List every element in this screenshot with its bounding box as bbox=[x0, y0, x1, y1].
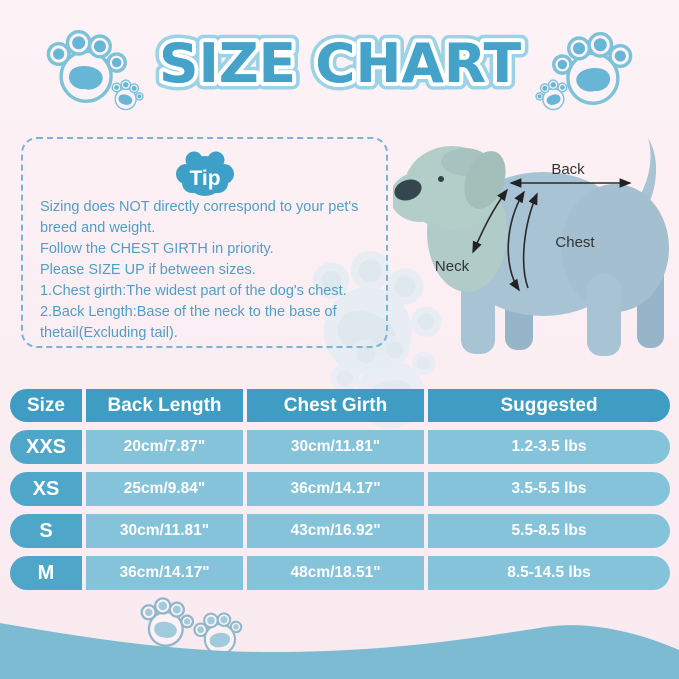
back-length-cell: 36cm/14.17" bbox=[86, 556, 243, 590]
tip-line: 2.Back Length:Base of the neck to the ba… bbox=[40, 304, 337, 341]
suggested-cell: 3.5-5.5 lbs bbox=[428, 472, 670, 506]
table-row-s: S 30cm/11.81" 43cm/16.92" 5.5-8.5 lbs bbox=[10, 514, 670, 548]
tip-box: Tip Sizing does NOT directly correspond … bbox=[21, 137, 388, 348]
tip-line: Please SIZE UP if between sizes. bbox=[40, 262, 256, 278]
svg-text:SIZE CHART: SIZE CHART bbox=[159, 32, 521, 95]
tip-line: Sizing does NOT directly correspond to y… bbox=[40, 199, 359, 236]
suggested-cell: 5.5-8.5 lbs bbox=[428, 514, 670, 548]
chest-girth-cell: 43cm/16.92" bbox=[247, 514, 424, 548]
chest-girth-cell: 48cm/18.51" bbox=[247, 556, 424, 590]
tip-cloud-badge: Tip bbox=[175, 151, 234, 196]
header-back-length: Back Length bbox=[86, 389, 243, 422]
neck-girth-curve bbox=[472, 188, 508, 254]
size-table: Size Back Length Chest Girth Suggested X… bbox=[10, 389, 670, 598]
chest-girth-curve bbox=[507, 190, 525, 292]
dog-eye bbox=[438, 176, 444, 182]
header-chest-girth: Chest Girth bbox=[247, 389, 424, 422]
neck-label: Neck bbox=[434, 258, 470, 275]
page-title-text: SIZE CHART bbox=[159, 32, 521, 95]
dog-nose bbox=[394, 179, 422, 201]
size-cell: M bbox=[10, 556, 82, 590]
header-size: Size bbox=[10, 389, 82, 422]
wave-decoration bbox=[0, 623, 679, 679]
table-header-row: Size Back Length Chest Girth Suggested bbox=[10, 389, 670, 422]
tip-line: 1.Chest girth:The widest part of the dog… bbox=[40, 283, 347, 299]
suggested-cell: 8.5-14.5 lbs bbox=[428, 556, 670, 590]
svg-text:SIZE CHART: SIZE CHART bbox=[159, 32, 521, 95]
chest-label: Chest bbox=[555, 234, 595, 251]
tip-label: Tip bbox=[189, 167, 220, 190]
back-length-cell: 20cm/7.87" bbox=[86, 430, 243, 464]
table-row-xxs: XXS 20cm/7.87" 30cm/11.81" 1.2-3.5 lbs bbox=[10, 430, 670, 464]
size-cell: XXS bbox=[10, 430, 82, 464]
back-length-cell: 25cm/9.84" bbox=[86, 472, 243, 506]
tip-line: Follow the CHEST GIRTH in priority. bbox=[40, 241, 274, 257]
back-length-cell: 30cm/11.81" bbox=[86, 514, 243, 548]
chest-girth-cell: 36cm/14.17" bbox=[247, 472, 424, 506]
tip-text: Sizing does NOT directly correspond to y… bbox=[40, 197, 380, 344]
suggested-cell: 1.2-3.5 lbs bbox=[428, 430, 670, 464]
table-row-m: M 36cm/14.17" 48cm/18.51" 8.5-14.5 lbs bbox=[10, 556, 670, 590]
header-suggested: Suggested bbox=[428, 389, 670, 422]
chest-girth-curve bbox=[522, 192, 538, 289]
dog-measurement-illustration bbox=[393, 138, 669, 356]
size-cell: XS bbox=[10, 472, 82, 506]
chest-girth-cell: 30cm/11.81" bbox=[247, 430, 424, 464]
table-row-xs: XS 25cm/9.84" 36cm/14.17" 3.5-5.5 lbs bbox=[10, 472, 670, 506]
page-title: SIZE CHART SIZE CHART SIZE CHART bbox=[152, 25, 529, 103]
size-cell: S bbox=[10, 514, 82, 548]
back-label: Back bbox=[551, 161, 585, 178]
